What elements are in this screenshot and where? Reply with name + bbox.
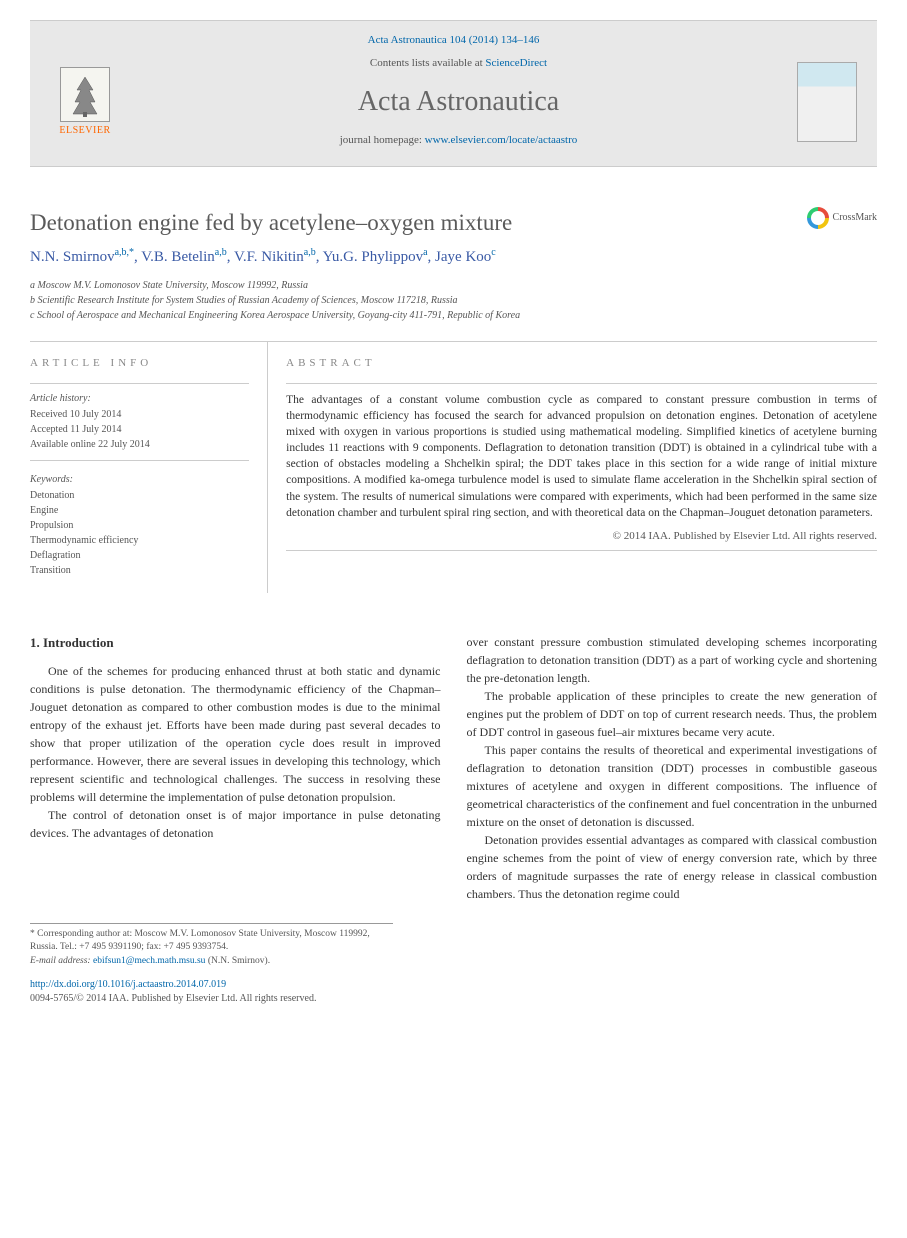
abstract-text: The advantages of a constant volume comb… bbox=[286, 392, 877, 521]
article-info-heading: ARTICLE INFO bbox=[30, 356, 249, 371]
title-block: Detonation engine fed by acetylene–oxyge… bbox=[30, 207, 877, 239]
crossmark-badge[interactable]: CrossMark bbox=[807, 207, 877, 229]
article-info-column: ARTICLE INFO Article history: Received 1… bbox=[30, 342, 267, 593]
affiliation-c: c School of Aerospace and Mechanical Eng… bbox=[30, 308, 877, 323]
elsevier-tree-icon bbox=[60, 67, 110, 122]
email-suffix: (N.N. Smirnov). bbox=[205, 956, 270, 966]
keyword-1: Engine bbox=[30, 504, 249, 518]
intro-p4: The probable application of these princi… bbox=[467, 687, 878, 741]
journal-reference: Acta Astronautica 104 (2014) 134–146 bbox=[50, 33, 857, 48]
body-column-right: over constant pressure combustion stimul… bbox=[467, 633, 878, 903]
abstract-heading: ABSTRACT bbox=[286, 356, 877, 371]
history-received: Received 10 July 2014 bbox=[30, 408, 249, 422]
sciencedirect-link[interactable]: ScienceDirect bbox=[485, 57, 547, 69]
keywords-label: Keywords: bbox=[30, 473, 249, 487]
author-0[interactable]: N.N. Smirnova,b,* bbox=[30, 249, 134, 265]
journal-cover-thumbnail[interactable] bbox=[797, 62, 857, 142]
email-link[interactable]: ebifsun1@mech.math.msu.su bbox=[93, 956, 205, 966]
info-abstract-row: ARTICLE INFO Article history: Received 1… bbox=[30, 342, 877, 593]
intro-p5: This paper contains the results of theor… bbox=[467, 741, 878, 831]
keyword-5: Transition bbox=[30, 564, 249, 578]
intro-p1: One of the schemes for producing enhance… bbox=[30, 662, 441, 806]
history-online: Available online 22 July 2014 bbox=[30, 438, 249, 452]
corr-author-text: * Corresponding author at: Moscow M.V. L… bbox=[30, 928, 393, 955]
keyword-4: Deflagration bbox=[30, 549, 249, 563]
homepage-line: journal homepage: www.elsevier.com/locat… bbox=[120, 133, 797, 148]
affiliations: a Moscow M.V. Lomonosov State University… bbox=[30, 278, 877, 323]
intro-p2: The control of detonation onset is of ma… bbox=[30, 806, 441, 842]
author-4[interactable]: Jaye Kooc bbox=[435, 249, 496, 265]
elsevier-logo[interactable]: ELSEVIER bbox=[50, 62, 120, 142]
affiliation-a: a Moscow M.V. Lomonosov State University… bbox=[30, 278, 877, 293]
author-list: N.N. Smirnova,b,*, V.B. Betelina,b, V.F.… bbox=[30, 246, 877, 268]
contents-text: Contents lists available at bbox=[370, 57, 485, 69]
intro-p6: Detonation provides essential advantages… bbox=[467, 831, 878, 903]
keyword-3: Thermodynamic efficiency bbox=[30, 534, 249, 548]
doi-link[interactable]: http://dx.doi.org/10.1016/j.actaastro.20… bbox=[30, 979, 226, 990]
contents-available: Contents lists available at ScienceDirec… bbox=[120, 56, 797, 71]
intro-p3: over constant pressure combustion stimul… bbox=[467, 633, 878, 687]
author-2[interactable]: V.F. Nikitina,b bbox=[234, 249, 316, 265]
homepage-link[interactable]: www.elsevier.com/locate/actaastro bbox=[425, 134, 578, 146]
issn-copyright: 0094-5765/© 2014 IAA. Published by Elsev… bbox=[30, 992, 877, 1006]
section-1-heading: 1. Introduction bbox=[30, 633, 441, 653]
history-accepted: Accepted 11 July 2014 bbox=[30, 423, 249, 437]
affiliation-b: b Scientific Research Institute for Syst… bbox=[30, 293, 877, 308]
author-1[interactable]: V.B. Betelina,b bbox=[141, 249, 226, 265]
doi-block: http://dx.doi.org/10.1016/j.actaastro.20… bbox=[30, 978, 877, 1006]
email-label: E-mail address: bbox=[30, 956, 93, 966]
keyword-2: Propulsion bbox=[30, 519, 249, 533]
body-columns: 1. Introduction One of the schemes for p… bbox=[30, 633, 877, 903]
crossmark-icon bbox=[807, 207, 829, 229]
abstract-copyright: © 2014 IAA. Published by Elsevier Ltd. A… bbox=[286, 529, 877, 544]
journal-title: Acta Astronautica bbox=[120, 82, 797, 121]
header-row: ELSEVIER Contents lists available at Sci… bbox=[50, 56, 857, 148]
elsevier-text: ELSEVIER bbox=[59, 124, 110, 138]
keyword-0: Detonation bbox=[30, 489, 249, 503]
article-title: Detonation engine fed by acetylene–oxyge… bbox=[30, 207, 512, 239]
abstract-column: ABSTRACT The advantages of a constant vo… bbox=[267, 342, 877, 593]
body-column-left: 1. Introduction One of the schemes for p… bbox=[30, 633, 441, 903]
history-label: Article history: bbox=[30, 392, 249, 406]
journal-header: Acta Astronautica 104 (2014) 134–146 ELS… bbox=[30, 20, 877, 167]
corresponding-author-footnote: * Corresponding author at: Moscow M.V. L… bbox=[30, 923, 393, 968]
header-center: Contents lists available at ScienceDirec… bbox=[120, 56, 797, 148]
homepage-label: journal homepage: bbox=[340, 134, 425, 146]
author-3[interactable]: Yu.G. Phylippova bbox=[323, 249, 428, 265]
crossmark-label: CrossMark bbox=[833, 211, 877, 225]
email-line: E-mail address: ebifsun1@mech.math.msu.s… bbox=[30, 955, 393, 968]
